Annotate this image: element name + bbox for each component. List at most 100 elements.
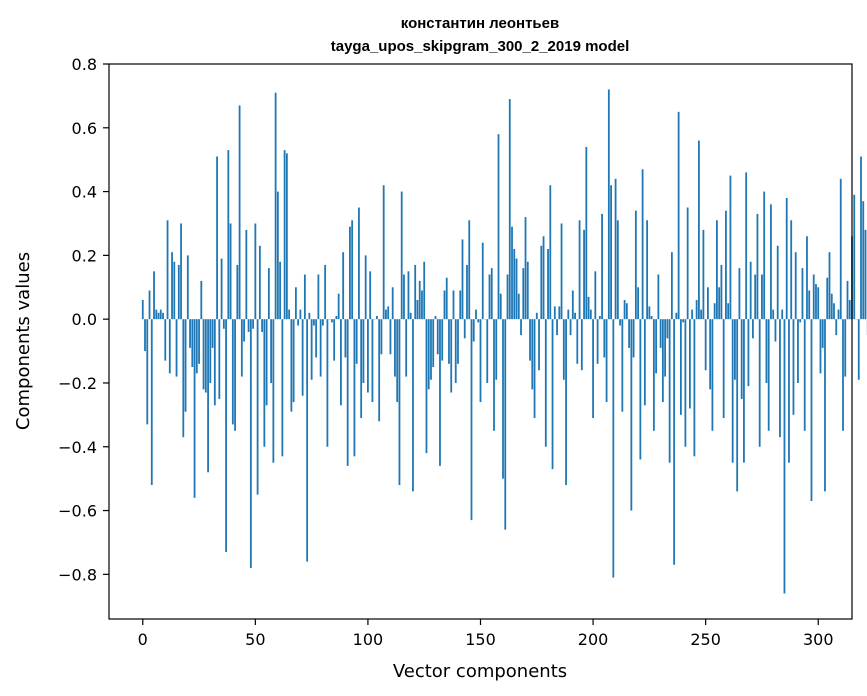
bar bbox=[267, 268, 270, 320]
bar bbox=[236, 264, 239, 320]
x-axis-ticks: 0 50 100 150 200 250 300 bbox=[138, 619, 834, 649]
bar bbox=[734, 319, 736, 380]
x-tick-label: 300 bbox=[803, 630, 834, 649]
bar bbox=[288, 309, 291, 320]
bar bbox=[628, 319, 630, 348]
bar bbox=[335, 315, 338, 320]
bar bbox=[231, 319, 234, 425]
bar bbox=[601, 213, 603, 320]
bar bbox=[391, 287, 394, 320]
x-tick-label: 200 bbox=[578, 630, 609, 649]
bar bbox=[610, 185, 612, 320]
bar bbox=[171, 252, 173, 320]
bar bbox=[779, 319, 781, 438]
bar bbox=[468, 220, 471, 320]
bar bbox=[459, 290, 462, 320]
bar bbox=[700, 309, 703, 320]
bar bbox=[853, 194, 856, 320]
bar bbox=[310, 319, 313, 380]
bar bbox=[547, 249, 549, 320]
bar bbox=[211, 319, 214, 348]
bar bbox=[585, 146, 588, 320]
bar bbox=[711, 319, 714, 431]
x-tick-label: 250 bbox=[690, 630, 721, 649]
bar bbox=[517, 293, 520, 320]
bar bbox=[619, 319, 621, 326]
bar bbox=[497, 134, 500, 320]
bar bbox=[526, 261, 529, 320]
bar bbox=[407, 271, 410, 320]
bar bbox=[324, 264, 327, 320]
bar bbox=[756, 213, 759, 320]
bar bbox=[166, 220, 169, 320]
bar bbox=[261, 319, 263, 332]
bar bbox=[364, 255, 367, 320]
bar bbox=[684, 319, 687, 447]
bar bbox=[565, 319, 567, 486]
bar bbox=[416, 300, 419, 320]
bar bbox=[848, 300, 851, 320]
bar bbox=[490, 268, 493, 320]
bar bbox=[249, 319, 252, 568]
bar bbox=[276, 191, 279, 320]
bar bbox=[344, 319, 347, 358]
bar bbox=[682, 319, 685, 323]
bar bbox=[504, 319, 507, 530]
bar bbox=[376, 315, 378, 320]
bar bbox=[326, 319, 329, 447]
bar bbox=[810, 319, 813, 501]
bar bbox=[808, 290, 811, 320]
bar bbox=[720, 264, 723, 320]
bars-group bbox=[141, 89, 867, 594]
bar bbox=[792, 319, 795, 415]
bar bbox=[195, 319, 198, 374]
bar bbox=[594, 271, 597, 320]
bar bbox=[436, 319, 439, 355]
bar bbox=[439, 319, 441, 466]
bar bbox=[864, 229, 867, 320]
y-axis-label: Components values bbox=[13, 252, 34, 430]
bar bbox=[371, 319, 374, 403]
bar bbox=[797, 319, 799, 383]
bar bbox=[646, 220, 649, 320]
bar bbox=[448, 319, 450, 364]
bar bbox=[351, 220, 354, 320]
bar bbox=[837, 309, 840, 320]
bar bbox=[612, 319, 615, 578]
bar bbox=[461, 239, 464, 320]
chart-title-line-1: константин леонтьев bbox=[401, 15, 559, 32]
bar bbox=[389, 319, 392, 355]
bar bbox=[722, 319, 725, 419]
bar bbox=[781, 309, 784, 320]
bar bbox=[738, 268, 741, 320]
bar bbox=[216, 156, 218, 320]
bar bbox=[783, 319, 786, 594]
bar bbox=[285, 153, 288, 320]
bar bbox=[213, 319, 216, 406]
bar bbox=[529, 319, 531, 361]
bar bbox=[502, 319, 504, 479]
bar bbox=[290, 319, 293, 412]
bar bbox=[702, 229, 705, 320]
bar bbox=[657, 274, 660, 320]
bar bbox=[549, 185, 552, 320]
bar bbox=[308, 312, 311, 320]
bar bbox=[605, 319, 608, 403]
bar bbox=[144, 319, 146, 352]
bar bbox=[245, 229, 248, 320]
bar bbox=[695, 300, 698, 320]
bar bbox=[434, 315, 437, 320]
bar bbox=[596, 319, 599, 364]
bar bbox=[767, 319, 770, 431]
bar bbox=[553, 306, 556, 320]
bar bbox=[643, 319, 646, 406]
bar bbox=[299, 309, 302, 320]
bar bbox=[688, 319, 691, 409]
chart-title-line-2: tayga_upos_skipgram_300_2_2019 model bbox=[331, 38, 630, 55]
bar bbox=[427, 319, 430, 390]
bar bbox=[274, 92, 277, 320]
bar bbox=[450, 319, 453, 393]
bar bbox=[790, 220, 793, 320]
bar bbox=[758, 319, 761, 447]
